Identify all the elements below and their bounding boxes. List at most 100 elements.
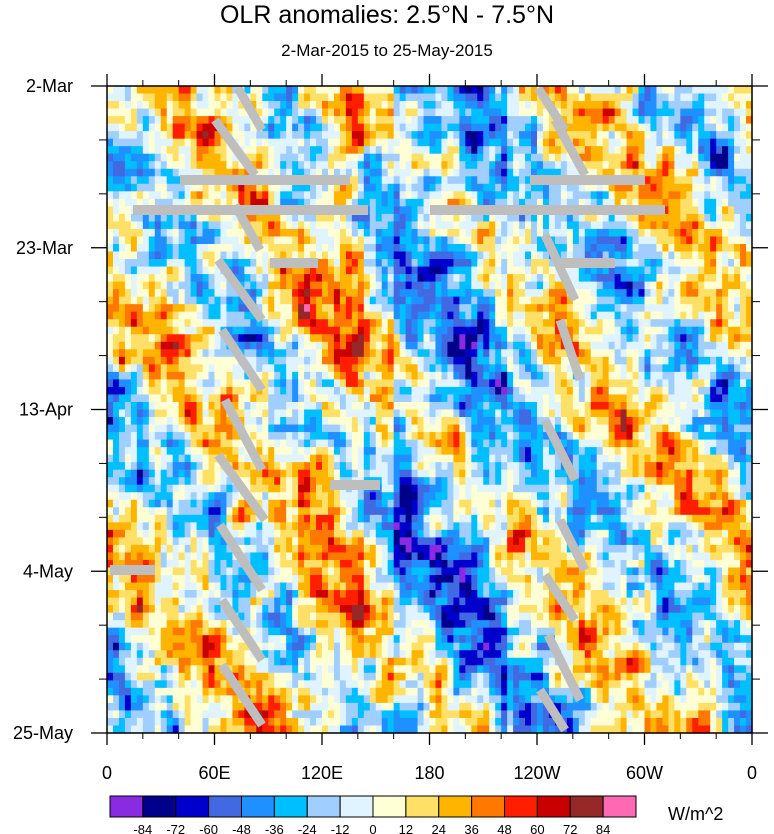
field-cell [292, 319, 299, 328]
field-cell [746, 304, 753, 313]
field-cell [608, 198, 616, 207]
field-cell [274, 386, 281, 396]
field-cell [220, 251, 228, 260]
field-cell [566, 424, 574, 433]
field-cell [310, 101, 317, 110]
field-cell [728, 289, 735, 298]
field-cell [411, 386, 419, 396]
field-cell [280, 161, 287, 170]
field-cell [375, 221, 383, 230]
field-cell [148, 228, 156, 238]
field-cell [118, 116, 126, 125]
field-cell [435, 251, 443, 260]
field-cell [262, 341, 269, 350]
field-cell [268, 281, 275, 290]
field-cell [560, 251, 568, 260]
field-cell [704, 401, 711, 411]
field-cell [130, 311, 138, 320]
field-cell [728, 221, 735, 230]
field-cell [178, 86, 186, 95]
field-cell [244, 274, 251, 283]
field-cell [351, 409, 359, 418]
field-cell [578, 311, 586, 320]
field-cell [560, 417, 568, 426]
field-cell [525, 259, 532, 268]
field-cell [453, 341, 460, 350]
field-cell [453, 356, 460, 365]
field-cell [531, 371, 538, 380]
field-cell [184, 281, 192, 290]
field-cell [166, 371, 174, 380]
field-cell [411, 213, 419, 223]
field-cell [513, 356, 520, 365]
field-cell [704, 424, 711, 433]
field-cell [172, 349, 180, 358]
field-cell [393, 183, 401, 192]
field-cell [668, 296, 675, 305]
field-cell [686, 86, 693, 95]
field-cell [112, 86, 120, 95]
field-cell [345, 213, 353, 223]
field-cell [614, 191, 622, 200]
field-cell [214, 138, 222, 147]
field-cell [704, 236, 711, 245]
field-cell [501, 341, 508, 350]
field-cell [327, 123, 335, 132]
field-cell [130, 432, 138, 441]
field-cell [196, 221, 204, 230]
field-cell [166, 281, 174, 290]
field-cell [519, 138, 526, 147]
field-cell [519, 198, 526, 207]
field-cell [656, 349, 664, 358]
field-cell [537, 251, 544, 260]
field-cell [136, 213, 144, 223]
field-cell [136, 326, 144, 335]
field-cell [417, 101, 425, 110]
field-cell [656, 183, 664, 192]
field-cell [548, 289, 556, 298]
field-cell [704, 394, 711, 403]
field-cell [531, 221, 538, 230]
field-cell [118, 394, 126, 403]
field-cell [345, 198, 353, 207]
field-cell [118, 379, 126, 388]
field-cell [429, 101, 437, 110]
field-cell [704, 251, 711, 260]
field-cell [537, 319, 544, 328]
field-cell [417, 326, 425, 335]
field-cell [578, 138, 586, 147]
field-cell [250, 191, 257, 200]
field-cell [232, 371, 239, 380]
field-cell [698, 183, 705, 192]
field-cell [453, 183, 460, 192]
field-cell [381, 289, 389, 298]
field-cell [584, 356, 592, 365]
field-cell [304, 319, 311, 328]
field-cell [304, 93, 311, 102]
field-cell [477, 116, 484, 125]
field-cell [626, 349, 634, 358]
field-cell [160, 93, 168, 102]
field-cell [650, 394, 658, 403]
field-cell [232, 183, 239, 192]
field-cell [166, 146, 174, 155]
field-cell [107, 168, 114, 177]
field-cell [704, 153, 711, 162]
field-cell [441, 281, 449, 290]
field-cell [148, 138, 156, 147]
field-cell [602, 191, 610, 200]
field-cell [166, 334, 174, 343]
field-cell [483, 259, 490, 268]
field-cell [208, 281, 216, 290]
field-cell [172, 116, 180, 125]
field-cell [405, 296, 413, 305]
field-cell [136, 191, 144, 200]
field-cell [316, 281, 323, 290]
field-cell [142, 191, 150, 200]
field-cell [680, 281, 687, 290]
field-cell [566, 168, 574, 177]
field-cell [471, 371, 478, 380]
field-cell [357, 228, 365, 238]
field-cell [369, 86, 377, 95]
field-cell [130, 221, 138, 230]
